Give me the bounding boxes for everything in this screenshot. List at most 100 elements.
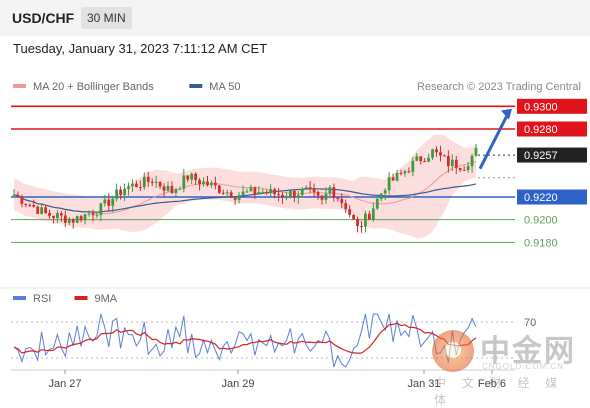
- candle-body: [111, 198, 115, 206]
- candle-body: [56, 213, 59, 219]
- candle-body: [233, 197, 237, 200]
- candle-body: [249, 187, 253, 192]
- projection-arrow-head: [501, 108, 512, 120]
- candle-body: [91, 213, 95, 216]
- candle-body: [427, 157, 431, 162]
- symbol-title: USD/CHF: [12, 10, 75, 26]
- candle-body: [340, 198, 344, 204]
- candle-body: [356, 219, 359, 227]
- candle-body: [371, 208, 375, 220]
- candle-body: [316, 192, 320, 196]
- candle-body: [403, 171, 407, 174]
- candle-body: [79, 216, 83, 221]
- rsi-legend-label: RSI: [33, 293, 51, 305]
- candle-body: [332, 187, 336, 198]
- candle-body: [194, 173, 198, 180]
- x-tick-label-3: Feb 6: [478, 378, 506, 390]
- watermark-url: CNGOLD.COM.CN: [482, 362, 564, 371]
- candle-body: [59, 213, 63, 216]
- candle-body: [162, 186, 166, 191]
- candle-body: [87, 213, 91, 215]
- candle-body: [300, 188, 304, 196]
- candle-body: [103, 199, 107, 204]
- rsi-legend-swatch-0: [13, 296, 26, 300]
- candle-body: [170, 185, 174, 194]
- candle-body: [289, 190, 292, 198]
- candle-body: [285, 197, 288, 199]
- candle-body: [206, 181, 209, 186]
- watermark-tagline: 中 文 财 经 媒 体: [434, 376, 564, 407]
- candle-body: [257, 192, 261, 194]
- candle-body: [364, 213, 367, 227]
- price-tag-label: 0.9280: [524, 124, 558, 136]
- candle-body: [115, 189, 119, 199]
- legend-label: MA 20 + Bollinger Bands: [33, 81, 154, 93]
- candle-body: [213, 182, 217, 186]
- chart-header: USD/CHF 30 MIN: [0, 0, 590, 36]
- candle-body: [352, 214, 355, 220]
- candle-body: [36, 206, 40, 214]
- candle-body: [32, 205, 36, 207]
- legend-swatch-ma20-bb: [13, 84, 26, 88]
- candle-body: [229, 192, 233, 198]
- candle-body: [395, 172, 399, 181]
- candle-body: [146, 176, 150, 182]
- timeframe-badge[interactable]: 30 MIN: [81, 7, 132, 29]
- candle-body: [474, 147, 478, 156]
- candle-body: [48, 212, 51, 216]
- price-tag-label: 0.9200: [524, 215, 558, 227]
- x-tick-label-0: Jan 27: [48, 378, 81, 390]
- rsi-axis-label-70: 70: [524, 317, 536, 329]
- price-tag-0.9300: [517, 98, 587, 114]
- candle-body: [296, 195, 300, 198]
- candle-body: [466, 166, 470, 171]
- candle-body: [190, 173, 194, 180]
- candle-body: [186, 175, 190, 180]
- candle-body: [431, 149, 434, 158]
- candle-body: [411, 160, 415, 172]
- candle-body: [415, 156, 419, 161]
- candle-body: [99, 203, 103, 216]
- candle-body: [435, 149, 438, 153]
- candle-body: [178, 188, 182, 190]
- candle-body: [324, 193, 328, 200]
- timestamp: Tuesday, January 31, 2023 7:11:12 AM CET: [13, 41, 268, 56]
- price-tag-label: 0.9300: [524, 101, 558, 113]
- candle-body: [328, 187, 332, 194]
- candle-body: [217, 185, 221, 193]
- candle-body: [269, 189, 273, 194]
- legend-label: MA 50: [209, 81, 240, 93]
- candle-body: [367, 213, 371, 220]
- candle-body: [237, 195, 241, 200]
- price-tag-label: 0.9220: [524, 192, 558, 204]
- candle-body: [202, 181, 205, 185]
- candle-body: [83, 214, 87, 221]
- candle-body: [40, 207, 44, 214]
- candle-body: [210, 182, 213, 186]
- rsi-line: [13, 313, 477, 368]
- candle-body: [107, 199, 111, 206]
- watermark-name: 中金网: [480, 334, 576, 369]
- price-tag-label: 0.9180: [524, 237, 558, 249]
- candle-body: [265, 191, 269, 194]
- candle-body: [273, 189, 277, 195]
- candle-body: [277, 194, 280, 196]
- candle-body: [119, 189, 123, 195]
- candle-body: [20, 196, 24, 204]
- candle-body: [446, 155, 450, 167]
- rsi-legend-swatch-1: [74, 296, 88, 300]
- candle-body: [391, 177, 395, 181]
- candle-body: [450, 159, 454, 167]
- price-tag-0.9220: [517, 189, 587, 205]
- candle-body: [174, 189, 178, 194]
- candle-body: [281, 194, 284, 198]
- rsi-9ma-line: [13, 322, 477, 354]
- candle-body: [383, 190, 387, 194]
- candle-body: [44, 207, 47, 213]
- candle-body: [379, 193, 383, 199]
- candle-body: [182, 175, 186, 189]
- candle-body: [142, 176, 146, 188]
- candle-body: [95, 215, 99, 217]
- candle-body: [308, 187, 312, 189]
